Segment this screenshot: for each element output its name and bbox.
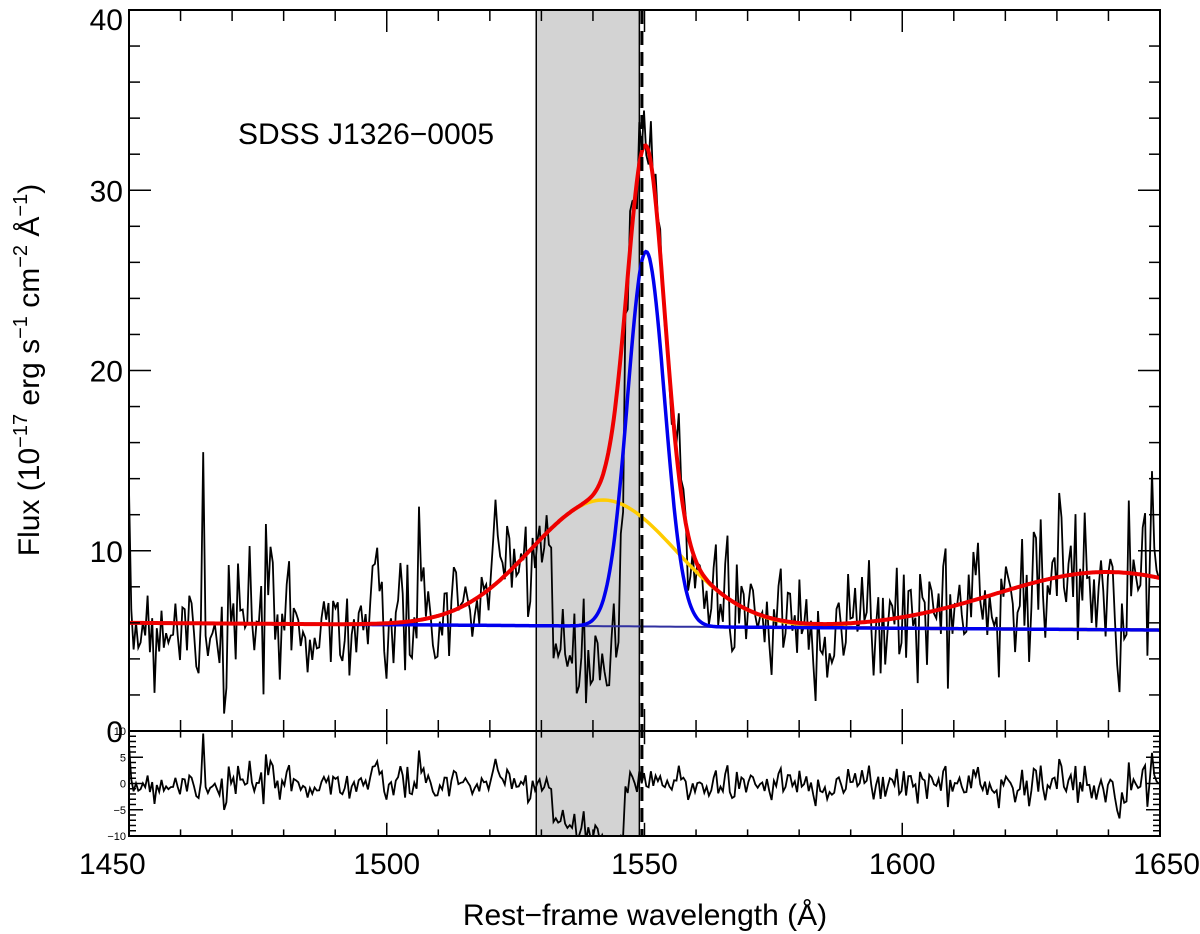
residual-tick-labels: −10 −5 0 5 10 <box>107 726 126 843</box>
y-tick-label: 40 <box>90 4 123 37</box>
residual-tick-label: 5 <box>120 752 126 764</box>
masked-region-main <box>535 9 641 732</box>
x-tick-label: 1450 <box>79 848 146 881</box>
y-axis-label: Flux (10−17 erg s−1 cm−2 Å−1) <box>10 184 46 556</box>
residual-tick-label: 0 <box>120 779 126 791</box>
residual-tick-label: −5 <box>113 805 126 817</box>
x-tick-label: 1500 <box>353 848 420 881</box>
y-tick-label: 30 <box>90 175 123 208</box>
x-tick-label: 1600 <box>869 848 936 881</box>
y-tick-label: 20 <box>90 356 123 389</box>
y-tick-label: 0 <box>106 716 123 749</box>
residual-panel-frame <box>128 730 1161 837</box>
object-name-annotation: SDSS J1326−0005 <box>238 118 494 151</box>
y-tick-label: 10 <box>90 536 123 569</box>
residual-tick-label: 10 <box>114 726 126 738</box>
observed-spectrum-line <box>129 110 1160 714</box>
x-tick-labels: 1450 1500 1550 1600 1650 <box>79 848 1200 881</box>
residual-line <box>129 733 1160 836</box>
x-axis-label: Rest−frame wavelength (Å) <box>463 899 827 932</box>
x-tick-label: 1550 <box>611 848 678 881</box>
broad-component-line <box>129 498 1160 632</box>
residual-tick-label: −10 <box>107 831 126 843</box>
total-fit-line <box>129 143 1160 627</box>
x-tick-label: 1650 <box>1133 848 1200 881</box>
